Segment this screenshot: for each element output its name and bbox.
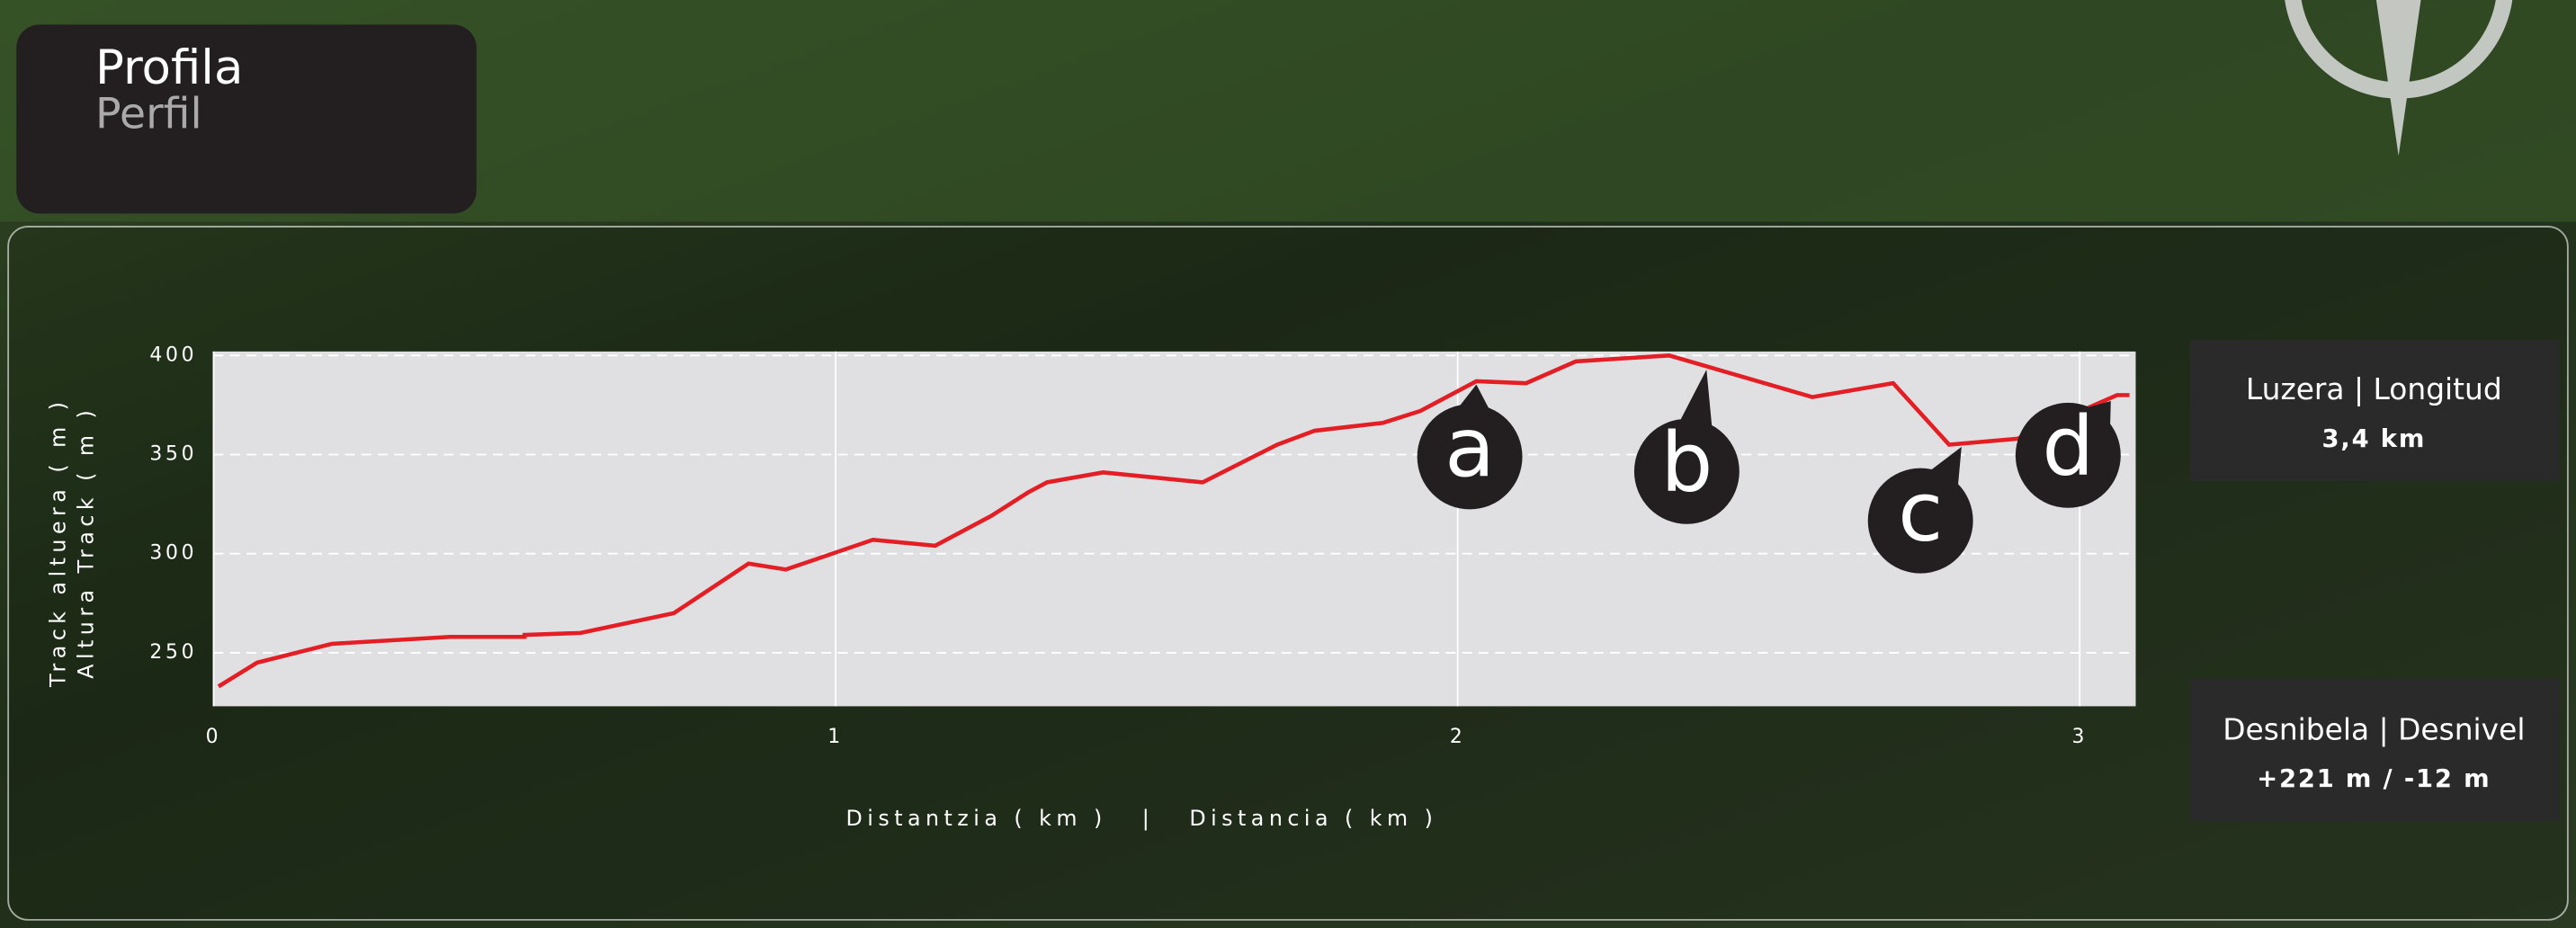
x-tick-label: 1 bbox=[827, 726, 844, 748]
annotation-bubble bbox=[1633, 418, 1740, 524]
header-box bbox=[16, 24, 477, 214]
header-title: Profila bbox=[95, 40, 244, 95]
stat-value: +221 m / -12 m bbox=[2257, 765, 2491, 793]
header-subtitle: Perfil bbox=[95, 90, 202, 139]
annotation-bubble bbox=[2015, 402, 2121, 508]
plot-area bbox=[213, 351, 2136, 707]
compass bbox=[2285, 0, 2513, 156]
annotation-label: a bbox=[1445, 399, 1495, 495]
x-tick-label: 2 bbox=[1450, 726, 1466, 748]
annotation-bubble bbox=[1678, 370, 1713, 430]
y-tick-label: 250 bbox=[149, 641, 197, 664]
annotation-label: d bbox=[2042, 398, 2094, 495]
x-tick-label: 3 bbox=[2071, 726, 2088, 748]
annotation-bubble bbox=[1928, 446, 1962, 489]
y-tick-label: 350 bbox=[149, 442, 197, 465]
x-axis-label: Distantzia ( km ) | Distancia ( km ) bbox=[846, 806, 1438, 831]
annotation-label: b bbox=[1660, 415, 1713, 511]
stat-box bbox=[2189, 340, 2560, 482]
y-tick-label: 400 bbox=[149, 344, 197, 366]
y-axis-label: Track altuera ( m ) bbox=[45, 397, 70, 688]
y-axis-label: Altura Track ( m ) bbox=[73, 406, 98, 679]
elevation-line bbox=[217, 352, 2130, 689]
stat-value: 3,4 km bbox=[2321, 425, 2426, 453]
annotation-bubble bbox=[1867, 468, 1973, 574]
y-tick-label: 300 bbox=[149, 542, 197, 565]
stat-box bbox=[2189, 678, 2560, 822]
stat-label: Desnibela | Desnivel bbox=[2223, 711, 2525, 746]
annotation-bubble bbox=[1417, 404, 1523, 510]
x-tick-label: 0 bbox=[206, 726, 222, 748]
annotation-label: c bbox=[1898, 463, 1943, 559]
stat-label: Luzera | Longitud bbox=[2246, 371, 2502, 406]
